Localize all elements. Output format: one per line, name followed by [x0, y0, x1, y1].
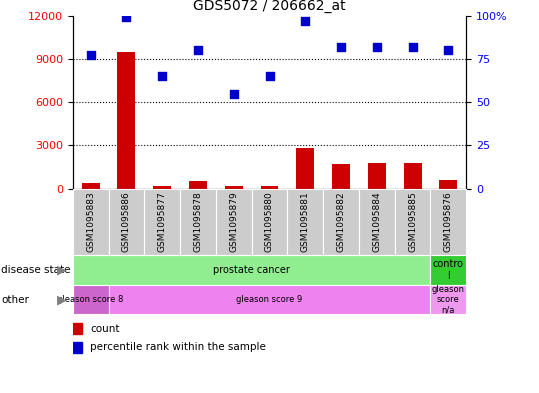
Bar: [260, 186, 279, 189]
Text: GSM1095882: GSM1095882: [336, 192, 345, 252]
Point: [122, 14, 131, 20]
Bar: [225, 186, 243, 189]
Point: [86, 52, 95, 59]
Point: [230, 90, 238, 97]
Text: gleason score 8: gleason score 8: [58, 295, 124, 304]
Bar: [368, 163, 386, 189]
Text: contro
l: contro l: [433, 259, 464, 281]
FancyBboxPatch shape: [73, 255, 431, 285]
Bar: [404, 163, 421, 189]
Point: [337, 44, 345, 50]
FancyBboxPatch shape: [73, 189, 108, 255]
Text: GSM1095885: GSM1095885: [408, 192, 417, 252]
Text: gleason
score
n/a: gleason score n/a: [432, 285, 465, 314]
FancyBboxPatch shape: [431, 285, 466, 314]
Text: ▶: ▶: [57, 293, 67, 306]
Bar: [439, 180, 457, 189]
Text: other: other: [1, 295, 29, 305]
FancyBboxPatch shape: [323, 189, 359, 255]
Bar: [332, 164, 350, 189]
Bar: [82, 183, 100, 189]
FancyBboxPatch shape: [359, 189, 395, 255]
Point: [158, 73, 167, 79]
Point: [194, 47, 202, 53]
Title: GDS5072 / 206662_at: GDS5072 / 206662_at: [193, 0, 346, 13]
FancyBboxPatch shape: [73, 285, 108, 314]
Text: percentile rank within the sample: percentile rank within the sample: [90, 342, 266, 352]
Text: GSM1095886: GSM1095886: [122, 192, 131, 252]
Bar: [118, 52, 135, 189]
Text: GSM1095884: GSM1095884: [372, 192, 381, 252]
FancyBboxPatch shape: [395, 189, 431, 255]
Bar: [153, 186, 171, 189]
Point: [301, 18, 309, 24]
FancyBboxPatch shape: [431, 189, 466, 255]
Text: GSM1095877: GSM1095877: [158, 192, 167, 252]
FancyBboxPatch shape: [180, 189, 216, 255]
FancyBboxPatch shape: [144, 189, 180, 255]
Bar: [296, 148, 314, 189]
Text: GSM1095883: GSM1095883: [86, 192, 95, 252]
Point: [408, 44, 417, 50]
Point: [444, 47, 453, 53]
FancyBboxPatch shape: [108, 285, 431, 314]
Text: gleason score 9: gleason score 9: [237, 295, 302, 304]
Text: GSM1095879: GSM1095879: [229, 192, 238, 252]
Text: prostate cancer: prostate cancer: [213, 265, 290, 275]
Text: GSM1095881: GSM1095881: [301, 192, 310, 252]
FancyBboxPatch shape: [108, 189, 144, 255]
FancyBboxPatch shape: [431, 255, 466, 285]
Point: [265, 73, 274, 79]
Text: count: count: [90, 323, 120, 334]
Text: GSM1095876: GSM1095876: [444, 192, 453, 252]
FancyBboxPatch shape: [216, 189, 252, 255]
Text: GSM1095880: GSM1095880: [265, 192, 274, 252]
Text: GSM1095878: GSM1095878: [194, 192, 203, 252]
Point: [372, 44, 381, 50]
Bar: [73, 323, 82, 334]
FancyBboxPatch shape: [252, 189, 287, 255]
Text: ▶: ▶: [57, 264, 67, 277]
Bar: [73, 342, 82, 353]
Bar: [189, 182, 207, 189]
FancyBboxPatch shape: [287, 189, 323, 255]
Text: disease state: disease state: [1, 265, 71, 275]
